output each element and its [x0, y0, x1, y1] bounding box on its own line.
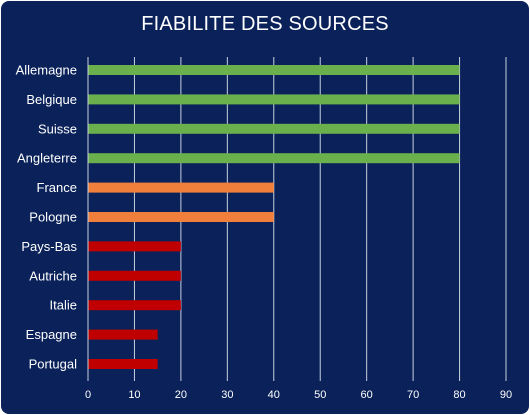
x-tick-label: 50	[314, 389, 326, 401]
bar-pays-bas	[88, 241, 181, 252]
category-label: Italie	[50, 298, 77, 313]
bar-belgique	[88, 94, 460, 105]
category-label: France	[37, 180, 77, 195]
category-label: Allemagne	[16, 63, 77, 78]
bar-espagne	[88, 329, 158, 340]
category-label: Autriche	[29, 268, 77, 283]
x-tick-label: 30	[221, 389, 233, 401]
bar-suisse	[88, 123, 460, 134]
category-label: Pologne	[29, 210, 77, 225]
category-label: Belgique	[26, 92, 77, 107]
bar-pologne	[88, 212, 274, 222]
bar-angleterre	[88, 153, 460, 164]
x-tick-label: 80	[453, 389, 465, 401]
bar-autriche	[88, 270, 181, 281]
bar-portugal	[88, 359, 158, 369]
x-tick-label: 20	[175, 389, 187, 401]
x-tick-label: 70	[407, 389, 419, 401]
x-tick-label: 40	[268, 389, 280, 401]
x-tick-label: 90	[500, 389, 512, 401]
chart-title: FIABILITE DES SOURCES	[141, 13, 389, 35]
category-label: Espagne	[26, 327, 77, 342]
category-label: Pays-Bas	[21, 239, 77, 254]
bar-allemagne	[88, 65, 460, 75]
category-label: Angleterre	[17, 151, 77, 166]
category-label: Portugal	[29, 357, 78, 372]
x-tick-label: 60	[361, 389, 373, 401]
x-tick-label: 0	[85, 389, 91, 401]
x-tick-label: 10	[128, 389, 140, 401]
bar-france	[88, 182, 274, 193]
category-label: Suisse	[38, 121, 77, 136]
bar-italie	[88, 300, 181, 311]
